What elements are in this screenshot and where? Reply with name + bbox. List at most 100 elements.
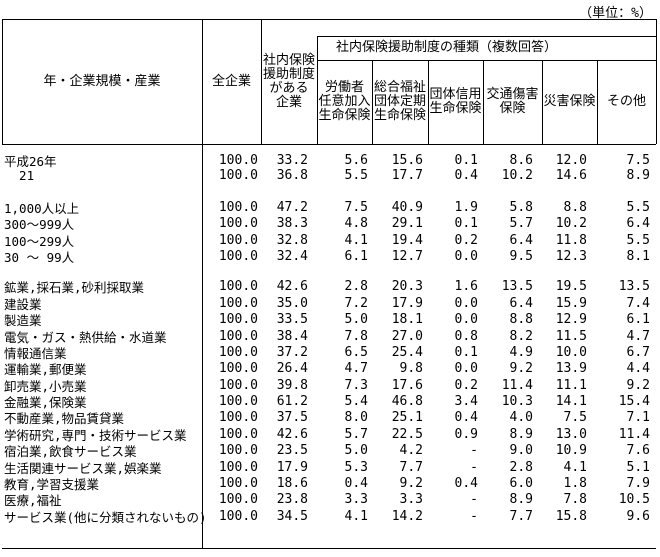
cell-value: 32.8 bbox=[276, 232, 308, 248]
table-row: 300～999人 100.0 38.3 4.8 29.1 0.1 5.7 10.2 6.4 bbox=[2, 214, 656, 232]
row-label: 30 ～ 99人 bbox=[4, 249, 75, 265]
cell-value: 0.2 bbox=[454, 232, 478, 248]
cell-value: 17.7 bbox=[391, 168, 423, 184]
row-label: 鉱業,採石業,砂利採取業 bbox=[4, 280, 145, 296]
header-sub-disaster-insurance: 災害保険 bbox=[543, 94, 596, 109]
cell-value: 4.7 bbox=[344, 361, 368, 377]
table-row: 平成26年 100.0 33.2 5.6 15.6 0.1 8.6 12.0 7.5 bbox=[2, 151, 656, 169]
cell-value: 4.0 bbox=[509, 410, 533, 426]
cell-value: 100.0 bbox=[218, 312, 258, 328]
cell-value: 0.0 bbox=[454, 248, 478, 264]
cell-value: 9.2 bbox=[399, 476, 423, 492]
table-border-top bbox=[2, 19, 656, 20]
cell-value: 5.5 bbox=[344, 168, 368, 184]
table-row: 21 100.0 36.8 5.5 17.7 0.4 10.2 14.6 8.9 bbox=[2, 167, 656, 183]
cell-value: 5.1 bbox=[626, 459, 650, 475]
cell-value: 35.0 bbox=[276, 295, 308, 311]
cell-value: 0.8 bbox=[454, 328, 478, 344]
cell-value: 5.4 bbox=[344, 394, 368, 410]
cell-value: 0.0 bbox=[454, 295, 478, 311]
cell-value: 0.4 bbox=[344, 476, 368, 492]
cell-value: 0.1 bbox=[454, 344, 478, 360]
cell-value: 0.9 bbox=[454, 426, 478, 442]
cell-value: 9.2 bbox=[509, 361, 533, 377]
cell-value: 61.2 bbox=[276, 394, 308, 410]
cell-value: 5.0 bbox=[344, 312, 368, 328]
cell-value: 0.0 bbox=[454, 312, 478, 328]
cell-value: 100.0 bbox=[218, 426, 258, 442]
cell-value: 100.0 bbox=[218, 459, 258, 475]
cell-value: 11.1 bbox=[555, 377, 587, 393]
table-row: 30 ～ 99人 100.0 32.4 6.1 12.7 0.0 9.5 12.3 8.1 bbox=[2, 247, 656, 265]
cell-value: 32.4 bbox=[276, 248, 308, 264]
cell-value: 100.0 bbox=[218, 248, 258, 264]
cell-value: 7.1 bbox=[626, 410, 650, 426]
cell-value: 5.7 bbox=[509, 216, 533, 232]
cell-value: 6.4 bbox=[509, 232, 533, 248]
cell-value: 12.9 bbox=[555, 312, 587, 328]
cell-value: 8.8 bbox=[563, 199, 587, 215]
table-row: 1,000人以上 100.0 47.2 7.5 40.9 1.9 5.8 8.8 5.5 bbox=[2, 198, 656, 216]
cell-value: 7.5 bbox=[563, 410, 587, 426]
cell-value: 7.5 bbox=[344, 199, 368, 215]
cell-value: 9.0 bbox=[509, 443, 533, 459]
row-label: 1,000人以上 bbox=[4, 200, 80, 216]
cell-value: 15.6 bbox=[391, 153, 423, 168]
cell-value: 7.5 bbox=[626, 153, 650, 168]
cell-value: 11.5 bbox=[555, 328, 587, 344]
cell-value: 14.1 bbox=[555, 394, 587, 410]
cell-value: 100.0 bbox=[218, 361, 258, 377]
cell-value: 4.1 bbox=[344, 232, 368, 248]
cell-value: 46.8 bbox=[391, 394, 423, 410]
row-label: 宿泊業,飲食サービス業 bbox=[4, 444, 137, 460]
cell-value: 13.0 bbox=[555, 426, 587, 442]
cell-value: 100.0 bbox=[218, 443, 258, 459]
cell-value: 17.9 bbox=[276, 459, 308, 475]
table-row: 建設業 100.0 35.0 7.2 17.9 0.0 6.4 15.9 7.4 bbox=[2, 294, 656, 312]
cell-value: 11.4 bbox=[618, 426, 650, 442]
cell-value: 4.7 bbox=[626, 328, 650, 344]
cell-value: 100.0 bbox=[218, 394, 258, 410]
cell-value: 33.2 bbox=[276, 153, 308, 168]
cell-value: 0.1 bbox=[454, 153, 478, 168]
row-label: 学術研究,専門・技術サービス業 bbox=[4, 427, 187, 443]
header-all-companies: 全企業 bbox=[211, 73, 251, 89]
cell-value: 39.8 bbox=[276, 377, 308, 393]
table-row: 学術研究,専門・技術サービス業 100.0 42.6 5.7 22.5 0.9 8.9 13.… bbox=[2, 425, 656, 443]
cell-value: 23.5 bbox=[276, 443, 308, 459]
cell-value: 7.8 bbox=[344, 328, 368, 344]
cell-value: 18.1 bbox=[391, 312, 423, 328]
cell-value: 13.9 bbox=[555, 361, 587, 377]
cell-value: 6.1 bbox=[626, 312, 650, 328]
column-separator-sub1 bbox=[372, 60, 373, 144]
table-border-header-bottom bbox=[2, 144, 656, 145]
cell-value: 10.0 bbox=[555, 344, 587, 360]
cell-value: 100.0 bbox=[218, 476, 258, 492]
cell-value: 8.9 bbox=[626, 168, 650, 184]
cell-value: 1.8 bbox=[563, 476, 587, 492]
cell-value: 10.9 bbox=[555, 443, 587, 459]
row-label: 100～299人 bbox=[4, 233, 75, 249]
cell-value: 100.0 bbox=[218, 216, 258, 232]
cell-value: 1.9 bbox=[454, 199, 478, 215]
cell-value: 7.9 bbox=[626, 476, 650, 492]
table-row: 卸売業,小売業 100.0 39.8 7.3 17.6 0.2 11.4 11.1 9.2 bbox=[2, 376, 656, 394]
cell-value: 26.4 bbox=[276, 361, 308, 377]
group-header-border-bottom bbox=[317, 60, 656, 61]
cell-value: - bbox=[470, 492, 478, 508]
cell-value: 3.3 bbox=[344, 492, 368, 508]
cell-value: 17.9 bbox=[391, 295, 423, 311]
row-label: サービス業(他に分類されないもの) bbox=[4, 509, 207, 525]
cell-value: 0.1 bbox=[454, 216, 478, 232]
cell-value: 7.4 bbox=[626, 295, 650, 311]
row-label: 教育,学習支援業 bbox=[4, 477, 100, 493]
cell-value: 6.1 bbox=[344, 248, 368, 264]
row-label: 金融業,保険業 bbox=[4, 395, 87, 411]
cell-value: 13.5 bbox=[618, 279, 650, 295]
table-row: 鉱業,採石業,砂利採取業 100.0 42.6 2.8 20.3 1.6 13.5 19.5 1… bbox=[2, 277, 656, 296]
row-label: 生活関連サービス業,娯楽業 bbox=[4, 460, 162, 476]
cell-value: 5.5 bbox=[626, 199, 650, 215]
label-column-separator bbox=[202, 19, 203, 548]
cell-value: 7.7 bbox=[509, 508, 533, 524]
